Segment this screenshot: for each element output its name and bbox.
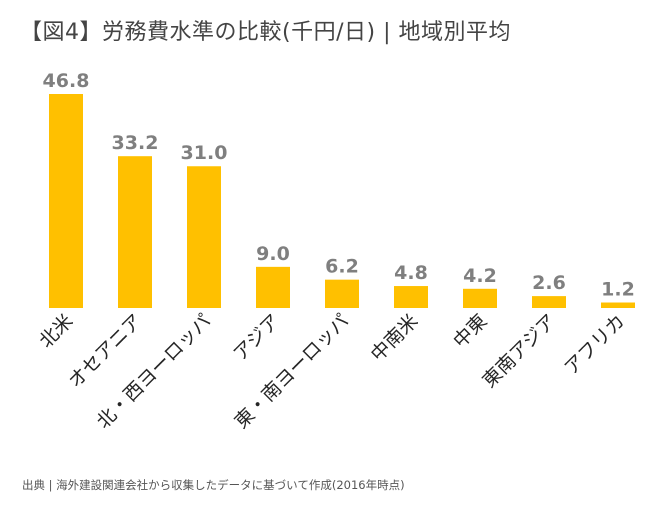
value-label-3: 9.0 [256,243,290,265]
bar-1 [118,156,152,308]
bar-5 [394,286,428,308]
category-label-3: アジア [229,310,284,365]
category-label-6: 中東 [449,310,491,352]
category-label-2: 北・西ヨーロッパ [92,310,215,433]
bar-0 [49,94,83,308]
bar-7 [532,296,566,308]
bar-2 [187,166,221,308]
value-label-8: 1.2 [601,279,635,301]
category-label-5: 中南米 [367,310,423,366]
bar-8 [601,302,635,308]
source-note: 出典 | 海外建設関連会社から収集したデータに基づいて作成(2016年時点) [22,478,405,492]
value-labels-layer: 46.8 33.2 31.0 9.0 6.2 4.8 4.2 2.6 1.2 [43,70,635,301]
chart-title: 【図4】労務費水準の比較(千円/日) | 地域別平均 [20,20,511,45]
category-label-0: 北米 [35,310,77,352]
value-label-2: 31.0 [181,142,228,164]
value-label-0: 46.8 [43,70,90,92]
bars-layer [49,94,635,308]
category-label-4: 東・南ヨーロッパ [230,310,353,433]
category-label-7: 東南アジア [478,310,560,392]
bar-6 [463,288,497,308]
value-label-6: 4.2 [463,265,497,287]
value-label-7: 2.6 [532,272,566,294]
bar-4 [325,279,359,308]
value-label-5: 4.8 [394,262,428,284]
value-label-1: 33.2 [112,132,159,154]
bar-3 [256,266,290,308]
category-label-8: アフリカ [560,310,629,379]
value-label-4: 6.2 [325,256,359,278]
